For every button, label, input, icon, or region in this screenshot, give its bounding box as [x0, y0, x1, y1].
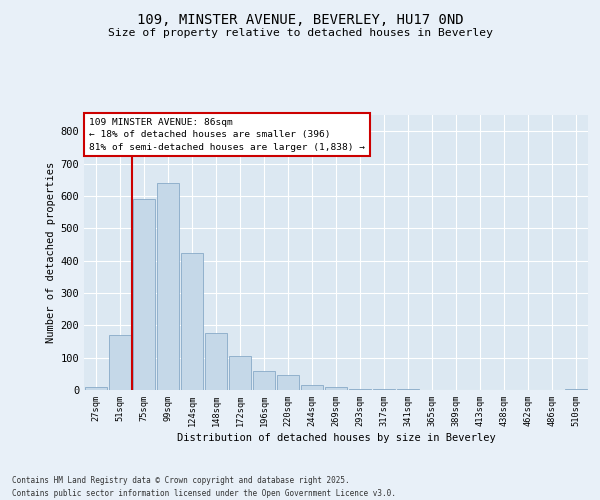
- Bar: [349, 388, 371, 390]
- Y-axis label: Number of detached properties: Number of detached properties: [46, 162, 56, 343]
- Bar: [373, 389, 395, 390]
- Bar: [157, 183, 179, 390]
- Bar: [301, 385, 323, 390]
- Bar: [253, 370, 275, 390]
- Bar: [325, 388, 347, 390]
- Bar: [181, 252, 203, 390]
- Bar: [109, 335, 131, 390]
- Bar: [85, 387, 107, 390]
- Bar: [229, 356, 251, 390]
- X-axis label: Distribution of detached houses by size in Beverley: Distribution of detached houses by size …: [176, 434, 496, 444]
- Bar: [277, 376, 299, 390]
- Text: Contains HM Land Registry data © Crown copyright and database right 2025.
Contai: Contains HM Land Registry data © Crown c…: [12, 476, 396, 498]
- Text: 109, MINSTER AVENUE, BEVERLEY, HU17 0ND: 109, MINSTER AVENUE, BEVERLEY, HU17 0ND: [137, 12, 463, 26]
- Bar: [205, 334, 227, 390]
- Text: 109 MINSTER AVENUE: 86sqm
← 18% of detached houses are smaller (396)
81% of semi: 109 MINSTER AVENUE: 86sqm ← 18% of detac…: [89, 118, 365, 152]
- Bar: [133, 199, 155, 390]
- Bar: [565, 389, 587, 390]
- Text: Size of property relative to detached houses in Beverley: Size of property relative to detached ho…: [107, 28, 493, 38]
